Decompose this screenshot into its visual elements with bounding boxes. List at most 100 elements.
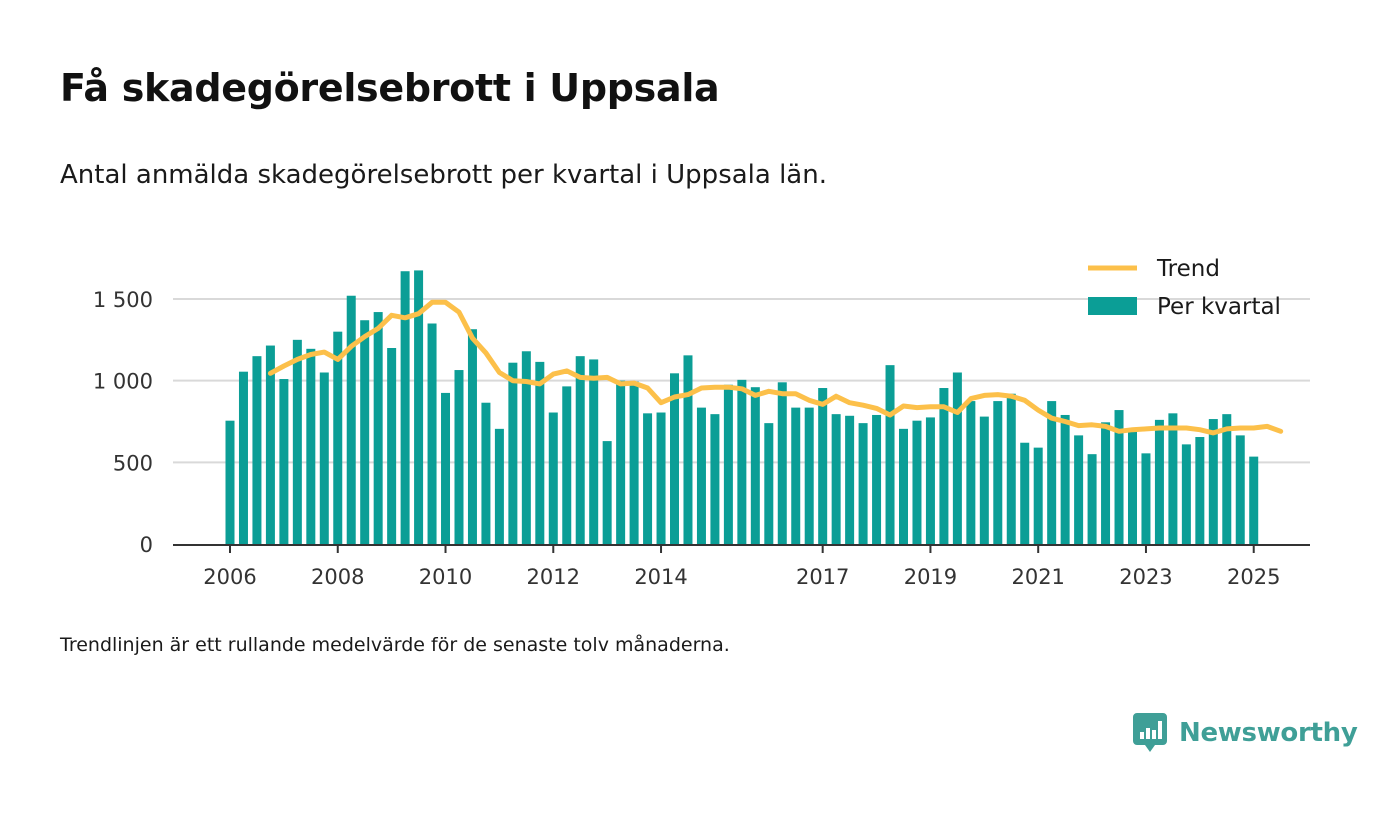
x-tick-label: 2021: [1011, 565, 1064, 589]
newsworthy-logo-icon: [1133, 713, 1167, 752]
bar: [1033, 447, 1043, 544]
bar: [939, 388, 949, 544]
bar: [454, 370, 464, 544]
bar: [1047, 401, 1057, 544]
bar: [1006, 393, 1016, 544]
bar: [548, 412, 558, 544]
bar: [791, 407, 801, 544]
bar: [710, 414, 720, 544]
bar: [1101, 422, 1111, 544]
bar: [777, 382, 787, 544]
bar: [764, 423, 774, 544]
bar: [333, 331, 343, 544]
bar: [723, 384, 733, 544]
bar: [1195, 437, 1205, 544]
bar: [643, 413, 653, 544]
bar: [494, 428, 504, 544]
bar: [225, 420, 235, 544]
bar: [481, 402, 491, 544]
trend-line: [267, 299, 1284, 436]
bar: [602, 441, 612, 544]
bar: [831, 414, 841, 544]
bar: [467, 329, 477, 544]
legend-label: Trend: [1156, 256, 1220, 282]
x-tick-label: 2012: [527, 565, 580, 589]
x-tick-label: 2010: [419, 565, 472, 589]
x-tick-label: 2006: [203, 565, 256, 589]
x-tick-label: 2025: [1227, 565, 1280, 589]
x-tick-label: 2014: [634, 565, 687, 589]
y-tick-label: 1 000: [93, 370, 153, 394]
bar: [562, 386, 572, 544]
chart-title: Få skadegörelsebrott i Uppsala: [60, 66, 720, 110]
x-tick-label: 2023: [1119, 565, 1172, 589]
legend-label: Per kvartal: [1157, 294, 1281, 320]
bar: [966, 401, 976, 544]
bar: [1020, 442, 1030, 544]
bar: [979, 416, 989, 544]
bar: [858, 423, 868, 544]
bar: [319, 372, 329, 544]
bar: [629, 381, 639, 544]
y-tick-label: 1 500: [93, 288, 153, 312]
bar: [521, 351, 531, 544]
bar: [400, 271, 410, 544]
bar: [575, 356, 585, 544]
bar: [508, 362, 518, 544]
trend-series: [267, 299, 1284, 436]
bar: [373, 312, 383, 544]
bar: [750, 387, 760, 544]
y-tick-label: 500: [113, 451, 153, 475]
bar: [238, 371, 248, 544]
bar: [952, 372, 962, 544]
bar: [696, 407, 706, 544]
bar: [346, 295, 356, 544]
bar-series: [225, 270, 1259, 544]
x-tick-label: 2017: [796, 565, 849, 589]
bar: [1222, 414, 1232, 544]
chart-subtitle: Antal anmälda skadegörelsebrott per kvar…: [60, 160, 827, 190]
bar: [1235, 435, 1245, 544]
bar: [616, 380, 626, 544]
bar: [1141, 453, 1151, 544]
x-tick-label: 2019: [904, 565, 957, 589]
bar: [845, 415, 855, 544]
bar: [441, 392, 451, 544]
bar: [885, 365, 895, 544]
bar: [427, 323, 437, 544]
bar: [1114, 410, 1124, 544]
bar: [1060, 414, 1070, 544]
bar: [414, 270, 424, 544]
brand-logo: Newsworthy: [1133, 712, 1358, 754]
x-tick-label: 2008: [311, 565, 364, 589]
bar: [252, 356, 262, 544]
bar: [292, 339, 302, 544]
bar: [993, 401, 1003, 544]
bar: [1168, 413, 1178, 544]
bar: [1249, 456, 1259, 544]
legend-swatch-bars: [1088, 297, 1137, 315]
bar: [925, 417, 935, 544]
bar: [912, 420, 922, 544]
bar: [1074, 435, 1084, 544]
bar: [306, 348, 316, 544]
bar: [1181, 444, 1191, 544]
bar: [1087, 454, 1097, 544]
legend: Trend Per kvartal: [1088, 256, 1281, 320]
bar: [872, 414, 882, 544]
bar: [360, 320, 370, 544]
footnote: Trendlinjen är ett rullande medelvärde f…: [60, 634, 730, 656]
bar: [1154, 419, 1164, 544]
bar: [656, 412, 666, 544]
y-tick-label: 0: [140, 533, 153, 557]
bar: [1208, 419, 1218, 544]
bar: [899, 428, 908, 544]
bar: [683, 355, 693, 544]
bar: [670, 373, 680, 544]
bar: [818, 388, 828, 544]
bar: [589, 359, 599, 544]
x-axis-ticks: 2006 2008 2010 2012 2014 2017 2019 2021 2023 2025: [203, 545, 1280, 589]
y-axis-labels: 0 500 1 000 1 500: [93, 288, 153, 557]
bar: [279, 379, 289, 544]
